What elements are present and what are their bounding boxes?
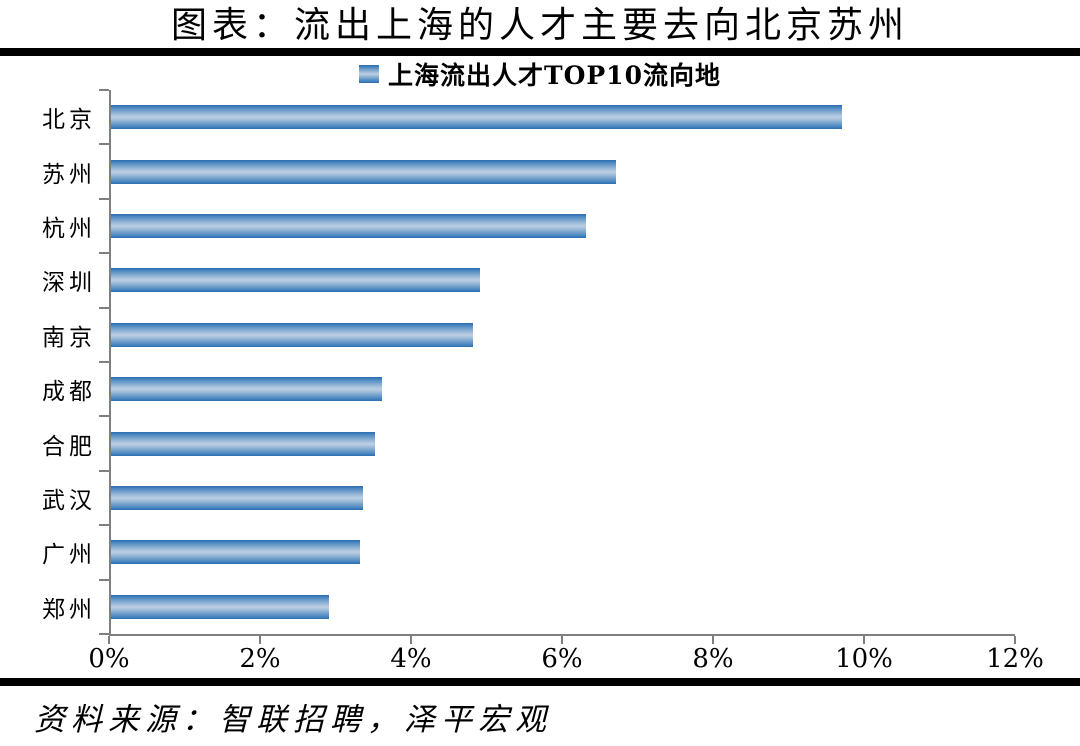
bar <box>111 105 842 130</box>
x-axis-tick <box>711 635 714 644</box>
bar-row: 北京 <box>0 89 1015 145</box>
bar-track <box>99 578 1015 635</box>
bar-row: 广州 <box>0 524 1015 580</box>
category-label: 广州 <box>42 542 96 569</box>
bar <box>111 377 383 402</box>
x-axis: 0% 2% 4% 6% 8% 10% 12% <box>88 633 1044 678</box>
x-axis-tick-label: 2% <box>239 643 281 674</box>
legend: 上海流出人才TOP10流向地 <box>0 57 1080 90</box>
x-axis-tick <box>561 635 563 644</box>
category-label: 武汉 <box>42 487 96 514</box>
x-axis-tick-label: 12% <box>986 643 1044 674</box>
category-label: 北京 <box>42 107 96 134</box>
category-label: 南京 <box>42 324 96 351</box>
bar-row: 深圳 <box>0 252 1015 308</box>
y-axis-tick <box>99 632 109 635</box>
category-label: 杭州 <box>42 215 96 242</box>
bar-track <box>99 306 1015 362</box>
source-note: 资料来源：智联招聘，泽平宏观 <box>34 701 552 738</box>
bar-row: 郑州 <box>0 578 1015 635</box>
y-axis-tick <box>99 306 109 309</box>
bar-row: 合肥 <box>0 415 1015 471</box>
y-axis-tick <box>99 143 109 146</box>
bar-row: 武汉 <box>0 469 1015 526</box>
bar-track <box>99 89 1015 145</box>
y-axis-tick <box>99 469 109 472</box>
x-axis-tick-label: 10% <box>835 643 893 674</box>
bar-track <box>99 197 1015 254</box>
bar-row: 苏州 <box>0 143 1015 199</box>
bar-chart: 上海流出人才TOP10流向地 北京苏州杭州深圳南京成都合肥武汉广州郑州 0% 2%… <box>0 57 1080 678</box>
category-label: 苏州 <box>42 161 96 188</box>
y-axis-tick <box>99 524 109 527</box>
bar <box>111 213 586 238</box>
bar <box>111 268 481 293</box>
bar <box>111 431 375 456</box>
page-title: 图表：流出上海的人才主要去向北京苏州 <box>170 5 909 46</box>
bar-track <box>99 360 1015 417</box>
y-axis-tick <box>99 578 109 581</box>
category-label: 成都 <box>42 379 96 406</box>
category-label: 郑州 <box>42 596 96 623</box>
legend-swatch-icon <box>359 64 379 83</box>
y-axis-tick <box>99 89 109 91</box>
y-axis-tick <box>99 197 109 200</box>
bar-row: 成都 <box>0 360 1015 417</box>
x-axis-tick-label: 0% <box>88 643 130 674</box>
x-axis-tick <box>409 635 412 644</box>
bar-track <box>99 469 1015 526</box>
bottom-divider <box>0 677 1080 686</box>
y-axis-tick <box>99 252 109 255</box>
bar <box>111 594 330 619</box>
bar-row: 南京 <box>0 306 1015 362</box>
category-label: 合肥 <box>42 433 96 460</box>
bar-track <box>99 524 1015 580</box>
plot-area: 北京苏州杭州深圳南京成都合肥武汉广州郑州 <box>0 89 1015 635</box>
bar-track <box>99 415 1015 471</box>
y-axis-tick <box>99 360 109 363</box>
bar-track <box>99 252 1015 308</box>
legend-label: 上海流出人才TOP10流向地 <box>388 60 721 90</box>
x-axis-tick-label: 4% <box>390 643 432 674</box>
top-divider <box>0 48 1080 56</box>
bar-track <box>99 143 1015 199</box>
x-axis-tick <box>258 635 261 644</box>
bar <box>111 159 616 184</box>
bar <box>111 322 473 347</box>
x-axis-tick-label: 6% <box>541 643 583 674</box>
y-axis-tick <box>99 415 109 418</box>
x-axis-tick <box>108 635 110 644</box>
x-axis-tick <box>863 635 865 644</box>
bar <box>111 485 364 510</box>
bar-row: 杭州 <box>0 197 1015 254</box>
x-axis-tick <box>1014 635 1016 644</box>
x-axis-tick-label: 8% <box>692 643 734 674</box>
bar <box>111 540 360 565</box>
category-label: 深圳 <box>42 270 96 297</box>
